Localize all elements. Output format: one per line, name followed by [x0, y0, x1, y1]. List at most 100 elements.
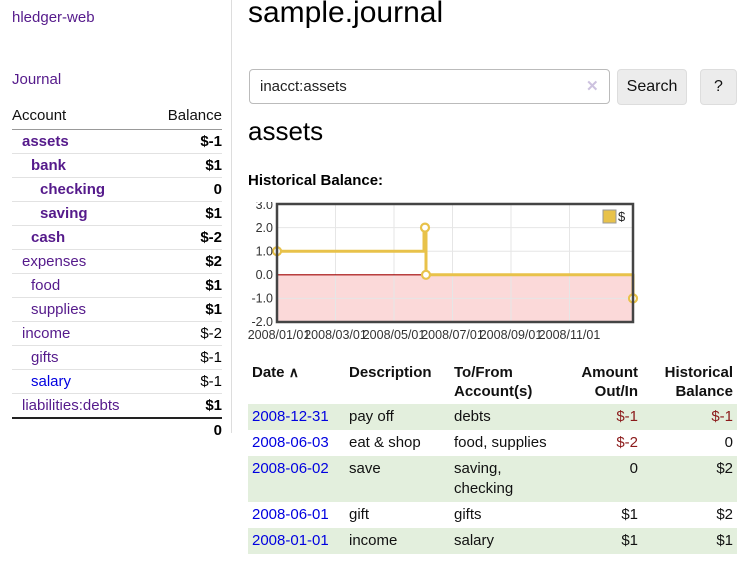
account-row-food: food $1	[12, 273, 222, 298]
transaction-accounts: gifts	[454, 506, 482, 523]
transaction-balance: $2	[716, 460, 733, 477]
account-link-income[interactable]: income	[22, 325, 71, 342]
accounts-total-value: 0	[151, 417, 222, 442]
search-button[interactable]: Search	[617, 69, 687, 105]
header-amount: Amount Out/In	[562, 360, 642, 404]
account-link-food[interactable]: food	[31, 277, 61, 294]
transaction-date-link[interactable]: 2008-06-03	[252, 434, 329, 451]
x-tick: 2008/09/01	[480, 328, 543, 342]
account-heading: assets	[248, 116, 324, 146]
account-link-supplies[interactable]: supplies	[31, 301, 87, 318]
transaction-date-link[interactable]: 2008-12-31	[252, 408, 329, 425]
accounts-table: Account Balance assets $-1 bank $1 check…	[12, 104, 222, 442]
header-amount-line2: Out/In	[594, 383, 638, 400]
account-balance: $1	[151, 273, 222, 298]
account-balance: $1	[151, 297, 222, 322]
account-row-supplies: supplies $1	[12, 297, 222, 322]
register-header-row: Date ∧ Description To/From Account(s) Am…	[248, 360, 737, 404]
y-tick: 0.0	[256, 268, 273, 282]
account-link-liabilities-debts[interactable]: liabilities:debts	[22, 397, 120, 414]
header-date-label: Date	[252, 364, 285, 381]
header-amount-line1: Amount	[581, 364, 638, 381]
account-row-saving: saving $1	[12, 201, 222, 226]
register-row[interactable]: 2008-01-01 income salary $1 $1	[248, 528, 737, 554]
transaction-amount: 0	[629, 460, 638, 477]
header-historical-balance: Historical Balance	[642, 360, 737, 404]
sidebar-item-journal[interactable]: Journal	[12, 71, 62, 88]
account-row-salary: salary $-1	[12, 369, 222, 394]
account-balance: $1	[151, 393, 222, 418]
brand-link[interactable]: hledger-web	[12, 9, 95, 26]
transaction-amount: $-2	[616, 434, 638, 451]
account-balance: $2	[151, 249, 222, 274]
legend-swatch-icon	[602, 209, 617, 224]
account-balance: $-1	[151, 369, 222, 394]
account-balance: $1	[151, 153, 222, 178]
account-row-bank: bank $1	[12, 153, 222, 178]
y-tick: 2.0	[256, 221, 273, 235]
transaction-balance: 0	[724, 434, 733, 451]
account-link-bank[interactable]: bank	[31, 157, 67, 174]
account-link-saving[interactable]: saving	[40, 205, 88, 222]
transaction-amount: $1	[621, 532, 638, 549]
account-link-salary[interactable]: salary	[31, 373, 72, 390]
account-link-expenses[interactable]: expenses	[22, 253, 87, 270]
transaction-balance: $1	[716, 532, 733, 549]
header-date[interactable]: Date ∧	[248, 360, 345, 404]
transaction-date-link[interactable]: 2008-06-02	[252, 460, 329, 477]
register-row[interactable]: 2008-06-02 save saving, checking 0 $2	[248, 456, 737, 502]
y-tick: 3.0	[256, 202, 273, 212]
header-description: Description	[349, 364, 432, 381]
transaction-date-link[interactable]: 2008-01-01	[252, 532, 329, 549]
account-link-gifts[interactable]: gifts	[31, 349, 59, 366]
y-tick: 1.0	[256, 245, 273, 259]
transaction-balance: $-1	[711, 408, 733, 425]
account-balance: $1	[151, 201, 222, 226]
account-row-checking: checking 0	[12, 177, 222, 202]
transaction-description: gift	[349, 506, 370, 523]
sort-ascending-icon: ∧	[288, 364, 299, 380]
register-row[interactable]: 2008-12-31 pay off debts $-1 $-1	[248, 404, 737, 430]
transaction-accounts: debts	[454, 408, 491, 425]
y-axis: 3.0 2.0 1.0 0.0 -1.0 -2.0	[251, 202, 273, 329]
accounts-header-balance: Balance	[151, 104, 222, 130]
search-input[interactable]	[249, 69, 610, 104]
account-balance: 0	[151, 177, 222, 202]
account-row-assets: assets $-1	[12, 130, 222, 154]
accounts-header-row: Account Balance	[12, 104, 222, 130]
sidebar: hledger-web Journal Account Balance asse…	[0, 0, 232, 442]
account-link-checking[interactable]: checking	[40, 181, 106, 198]
account-balance: $-2	[151, 321, 222, 346]
transaction-accounts: food, supplies	[454, 434, 547, 451]
x-tick: 2008/07/01	[421, 328, 484, 342]
help-button[interactable]: ?	[700, 69, 737, 105]
account-row-cash: cash $-2	[12, 225, 222, 250]
header-tofrom-line1: To/From	[454, 364, 513, 381]
account-balance: $-1	[151, 345, 222, 370]
register-row[interactable]: 2008-06-03 eat & shop food, supplies $-2…	[248, 430, 737, 456]
main-content: sample.journal ✕ Search ? assets Histori…	[248, 0, 742, 582]
transaction-amount: $1	[621, 506, 638, 523]
account-link-assets[interactable]: assets	[22, 133, 69, 150]
header-hist-line2: Balance	[675, 383, 733, 400]
header-tofrom-line2: Account(s)	[454, 383, 533, 400]
account-row-income: income $-2	[12, 321, 222, 346]
account-link-cash[interactable]: cash	[31, 229, 66, 246]
x-tick: 2008/01/01	[248, 328, 311, 342]
clear-search-icon[interactable]: ✕	[586, 78, 599, 95]
register-row[interactable]: 2008-06-01 gift gifts $1 $2	[248, 502, 737, 528]
chart-title: Historical Balance:	[248, 172, 384, 189]
page-title: sample.journal	[248, 0, 444, 29]
accounts-header-account: Account	[12, 104, 152, 130]
legend-label: $	[618, 209, 626, 224]
x-tick: 2008/03/01	[304, 328, 367, 342]
account-row-gifts: gifts $-1	[12, 345, 222, 370]
y-tick: -2.0	[251, 315, 273, 329]
accounts-total-row: 0	[12, 417, 222, 442]
transaction-description: pay off	[349, 408, 394, 425]
account-balance: $-2	[151, 225, 222, 250]
historical-balance-chart: $ 3.0 2.0 1.0 0.0 -1.0 -2.0 2008/01/01 2…	[245, 202, 645, 347]
transaction-date-link[interactable]: 2008-06-01	[252, 506, 329, 523]
plot-border	[275, 202, 635, 324]
